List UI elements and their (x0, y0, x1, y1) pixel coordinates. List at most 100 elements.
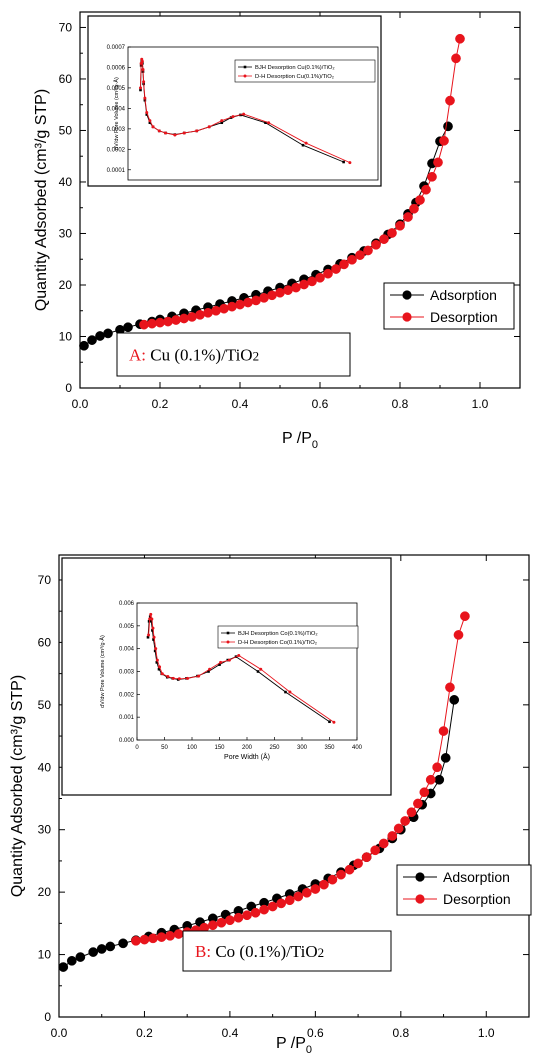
inset-data-point (158, 665, 162, 669)
data-point-desorption (344, 864, 355, 875)
panel-label-box (116, 332, 351, 377)
inset-y-tick-label: 0.001 (119, 715, 135, 721)
inset-legend-label: BJH Desorption Co(0.1%)/TiO₂ (238, 631, 318, 637)
inset-legend-marker (226, 640, 230, 644)
data-point-adsorption (87, 335, 97, 345)
data-point-desorption (259, 904, 269, 915)
data-point-desorption (379, 234, 389, 244)
inset-data-point (150, 617, 154, 621)
inset-legend-box (217, 625, 359, 649)
inset-box (61, 557, 392, 796)
y-tick-label: 30 (38, 823, 52, 837)
data-point-adsorption (449, 694, 460, 705)
inset-x-tick-label: 300 (297, 745, 308, 751)
inset-chart: 0.000 0.001 0.002 0.003 0.004 0.005 0.006 0 50 10… (61, 557, 392, 796)
y-tick-label: 20 (59, 278, 73, 292)
legend-marker (415, 894, 425, 904)
y-tick-label: 50 (38, 698, 52, 712)
data-point-desorption (460, 611, 470, 622)
data-point-desorption (284, 895, 295, 906)
y-axis-label: Quantity Adsorbed (cm³/g STP) (9, 675, 26, 897)
x-tick-label: 0.2 (136, 1026, 153, 1040)
inset-data-point (153, 649, 157, 653)
inset-data-point (237, 654, 241, 658)
inset-y-tick-label: 0.0005 (107, 86, 126, 92)
x-tick-label: 0.6 (307, 1026, 324, 1040)
inset-y-tick-label: 0.005 (119, 624, 135, 630)
panel-label: A: Cu (0.1%)/TiO2 (129, 346, 259, 365)
data-point-desorption (387, 831, 398, 841)
x-tick-label: 0.8 (392, 1026, 409, 1040)
x-tick-label: 0.0 (72, 397, 89, 411)
inset-data-point (150, 619, 153, 623)
x-tick-label: 1.0 (478, 1026, 495, 1040)
data-point-desorption (310, 884, 321, 894)
inset-y-tick-label: 0.003 (119, 670, 135, 676)
data-point-adsorption (58, 962, 69, 972)
inset-data-point (139, 86, 142, 90)
data-point-desorption (293, 891, 304, 902)
chart-panel-a: 0.0 0.2 0.4 0.6 0.8 1.0 0 10 20 30 40 50 60 70 P /P0 Qu… (33, 11, 521, 451)
inset-y-tick-label: 0.000 (119, 738, 135, 744)
y-tick-label: 0 (65, 381, 72, 395)
inset-data-point (145, 113, 149, 116)
data-point-adsorption (103, 328, 113, 339)
y-tick-label: 60 (38, 635, 52, 649)
data-point-desorption (207, 920, 218, 931)
inset-data-point (173, 133, 177, 137)
inset-data-point (151, 629, 154, 632)
data-point-desorption (393, 823, 404, 834)
inset-legend-marker (243, 65, 247, 69)
inset-data-point (166, 675, 170, 679)
inset-y-tick-label: 0.004 (119, 647, 135, 653)
data-point-desorption (203, 307, 213, 318)
inset-data-point (219, 660, 223, 664)
data-point-desorption (406, 807, 417, 818)
data-point-desorption (378, 838, 389, 849)
data-point-adsorption (75, 952, 86, 962)
data-point-desorption (171, 315, 181, 325)
inset-data-point (152, 638, 155, 641)
inset-series-line (140, 59, 351, 164)
data-point-desorption (219, 303, 229, 314)
inset-data-point (220, 121, 224, 125)
inset-y-tick-label: 0.0004 (107, 106, 126, 112)
inset-data-point (141, 68, 145, 72)
data-point-desorption (195, 310, 205, 320)
inset-data-point (149, 612, 153, 616)
inset-data-point (177, 677, 181, 681)
inset-x-tick-label: 250 (269, 745, 280, 751)
inset-data-point (267, 121, 271, 125)
data-point-adsorption (66, 955, 77, 966)
inset-x-tick-label: 400 (352, 745, 363, 751)
inset-x-tick-label: 0 (135, 745, 139, 751)
inset-series-line (148, 614, 335, 723)
data-point-desorption (425, 774, 436, 785)
data-point-desorption (347, 254, 357, 265)
data-point-desorption (370, 845, 381, 856)
inset-data-point (220, 119, 224, 123)
data-point-adsorption (105, 941, 116, 952)
inset-data-point (301, 143, 305, 147)
data-point-desorption (131, 935, 141, 946)
inset-y-tick-label: 0.0007 (107, 45, 126, 51)
y-tick-label: 10 (59, 329, 73, 343)
y-axis-label: Quantity Adsorbed (cm³/g STP) (33, 89, 50, 311)
data-point-desorption (165, 930, 175, 941)
y-tick-label: 50 (59, 123, 73, 137)
inset-data-point (155, 658, 159, 662)
data-point-desorption (421, 184, 431, 195)
data-point-desorption (403, 212, 413, 222)
data-point-desorption (331, 264, 341, 274)
inset-y-tick-label: 0.002 (119, 692, 135, 698)
data-point-desorption (233, 912, 244, 923)
inset-data-point (142, 80, 146, 84)
data-point-desorption (267, 901, 278, 912)
inset-data-point (227, 658, 231, 662)
inset-legend-label: D-H Desorption Cu(0.1%)/TiO₂ (255, 74, 334, 80)
legend-marker (402, 312, 412, 322)
data-point-adsorption (443, 121, 453, 132)
inset-x-tick-label: 100 (187, 745, 198, 751)
inset-data-point (160, 672, 164, 676)
inset-data-point (152, 635, 156, 639)
